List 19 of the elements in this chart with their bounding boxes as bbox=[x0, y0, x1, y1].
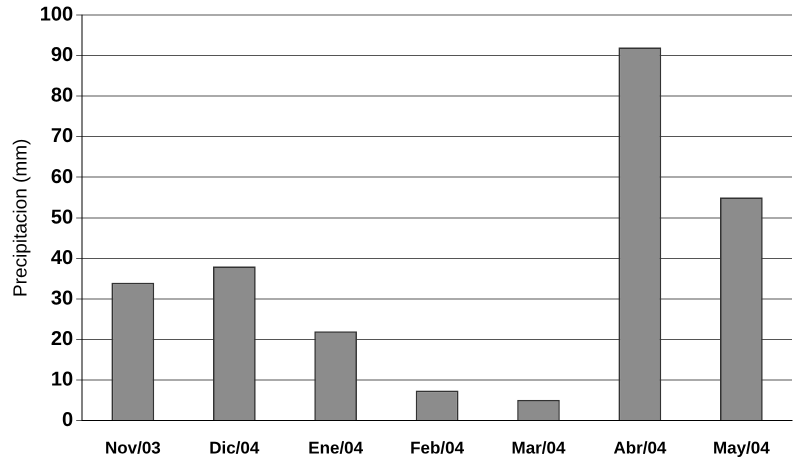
y-tick-label: 0 bbox=[62, 409, 74, 432]
x-tick-label: Mar/04 bbox=[512, 438, 566, 458]
y-tick-label: 10 bbox=[50, 368, 74, 391]
x-tick-label: Nov/03 bbox=[104, 438, 161, 458]
y-tick-label: 50 bbox=[50, 206, 74, 228]
y-tick-label: 70 bbox=[50, 125, 74, 148]
y-tick-label: 20 bbox=[50, 328, 74, 350]
y-tick-label: 80 bbox=[50, 84, 74, 107]
y-tick-label: 30 bbox=[50, 287, 74, 310]
y-tick-label: 90 bbox=[50, 44, 74, 66]
y-tick-label: 60 bbox=[50, 166, 74, 188]
x-tick-label: Abr/04 bbox=[613, 438, 667, 458]
y-tick-label: 100 bbox=[40, 4, 74, 26]
x-tick-label: Feb/04 bbox=[410, 438, 465, 458]
x-tick-label: Ene/04 bbox=[308, 438, 364, 458]
x-tick-label: Dic/04 bbox=[209, 438, 260, 458]
x-tick-label: May/04 bbox=[712, 438, 770, 458]
y-tick-label: 40 bbox=[50, 246, 74, 269]
y-axis-title: Precipitacion (mm) bbox=[10, 138, 32, 297]
